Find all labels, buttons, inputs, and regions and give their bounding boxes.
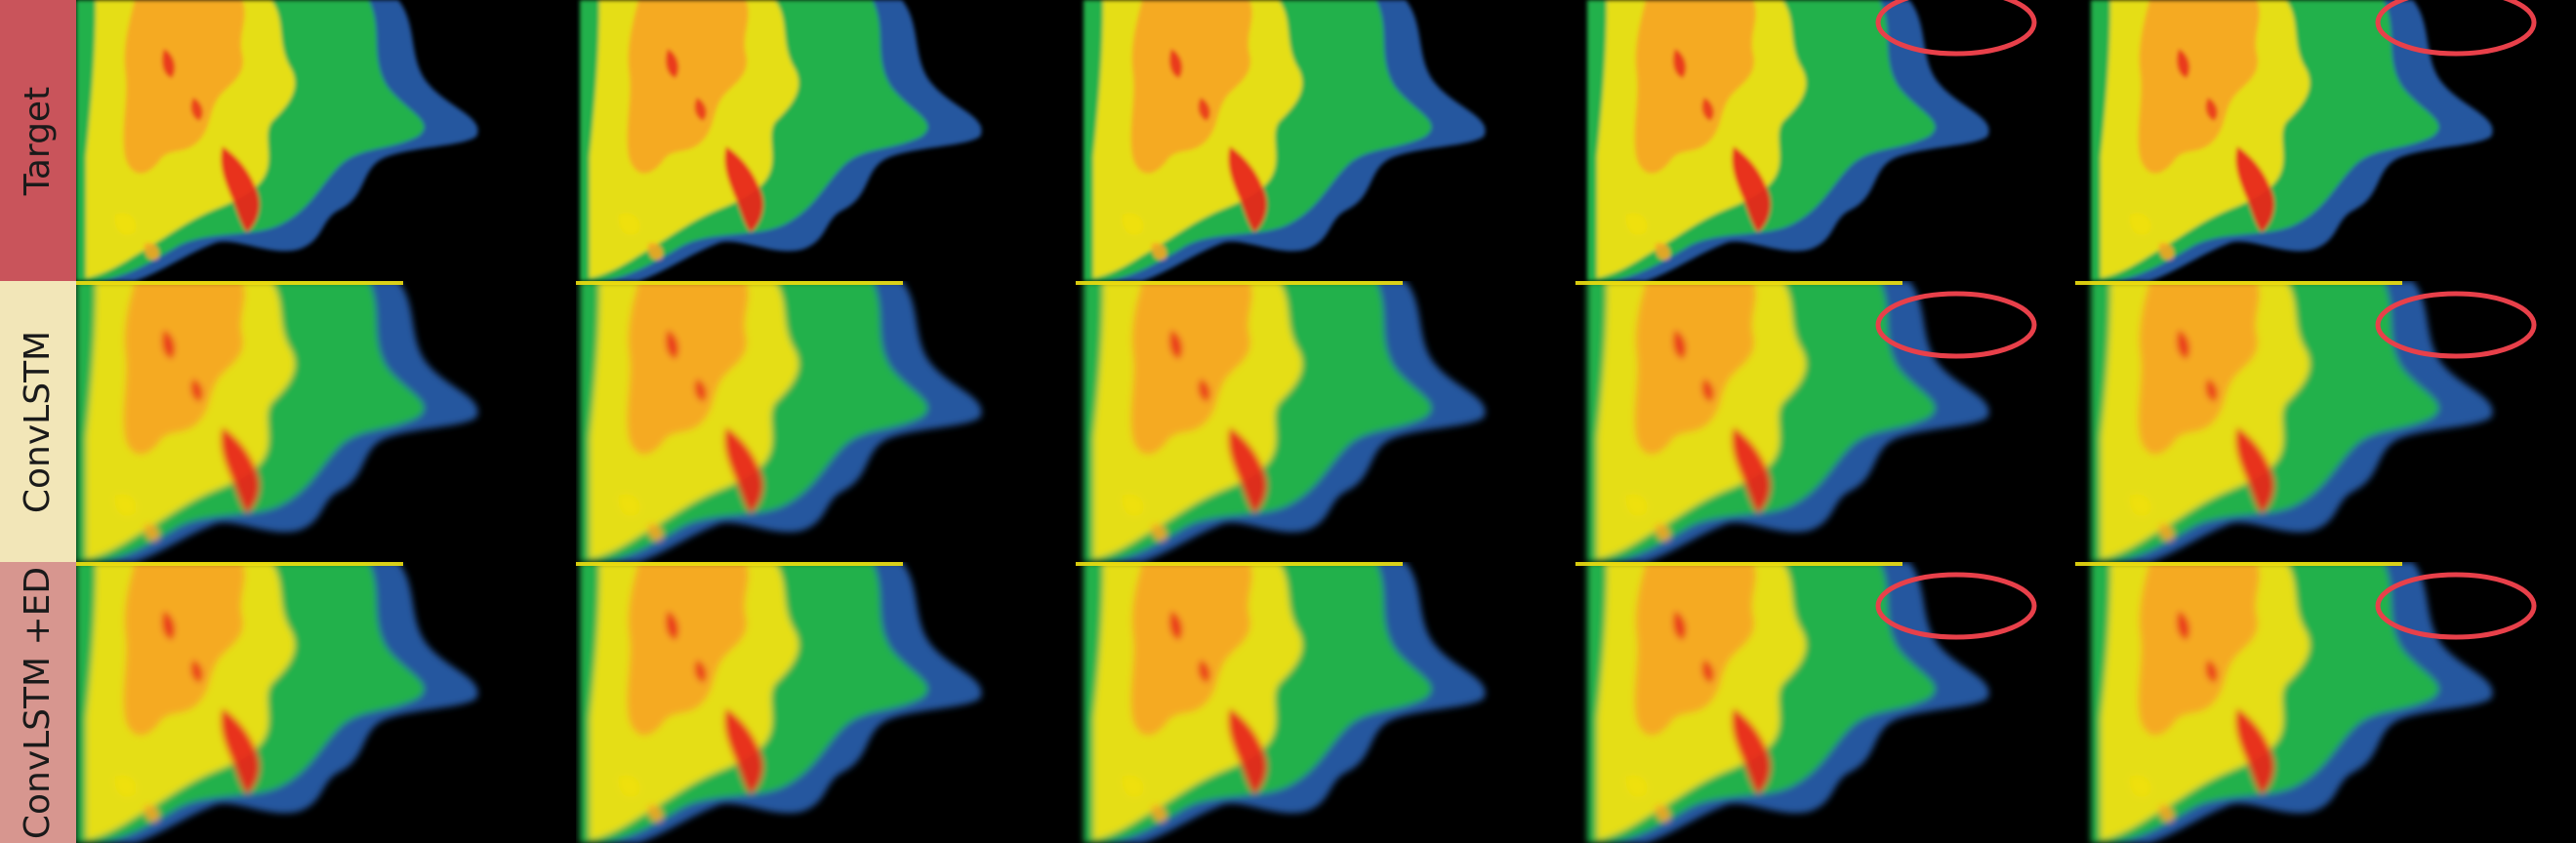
radar-panel [1575,562,2075,843]
radar-panel [576,0,1076,281]
radar-panel [576,562,1076,843]
radar-field-image [2075,562,2493,843]
row-label: ConvLSTM [0,281,76,562]
radar-panel [76,0,576,281]
radar-field-image [1587,0,1989,281]
radar-field-image [2091,0,2493,281]
radar-panel [76,281,576,562]
comparison-row: ConvLSTM +ED [0,562,2576,843]
row-label: Target [0,0,76,281]
row-label-text: Target [18,86,59,195]
radar-panel [1076,0,1575,281]
radar-field-image [76,562,478,843]
radar-field-image [2075,281,2493,562]
radar-field-image [576,562,982,843]
radar-field-image [1076,281,1486,562]
comparison-row: Target [0,0,2576,281]
radar-panel [1076,562,1575,843]
radar-field-image [1575,281,1989,562]
radar-panel [1076,281,1575,562]
radar-panel [2075,0,2575,281]
comparison-row: ConvLSTM [0,281,2576,562]
radar-panel [76,562,576,843]
radar-panel [2075,562,2575,843]
radar-field-image [1575,562,1989,843]
radar-panel [1575,281,2075,562]
radar-panel [1575,0,2075,281]
radar-field-image [1076,562,1486,843]
radar-field-image [1084,0,1486,281]
radar-field-image [76,0,478,281]
row-label: ConvLSTM +ED [0,562,76,843]
radar-panel [576,281,1076,562]
radar-field-image [580,0,982,281]
row-label-text: ConvLSTM +ED [18,566,59,839]
radar-panel [2075,281,2575,562]
row-label-text: ConvLSTM [18,330,59,513]
radar-field-image [576,281,982,562]
radar-field-image [76,281,478,562]
